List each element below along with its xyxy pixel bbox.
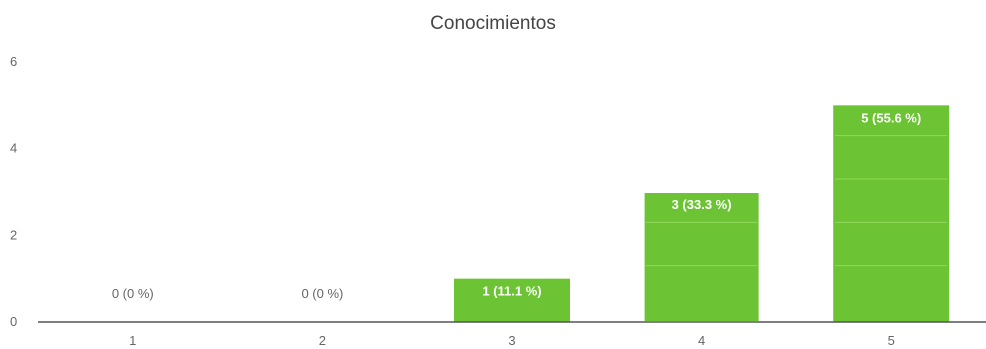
y-axis-labels: 0 2 4 6: [10, 54, 17, 329]
y-tick-label: 2: [10, 227, 17, 242]
chart-title: Conocimientos: [430, 13, 556, 34]
bars: 0 (0 %) 0 (0 %) 1 (11.1 %) 3 (33.3 %) 5 (55.…: [112, 105, 950, 323]
x-tick-label: 3: [508, 333, 515, 348]
bar: [642, 191, 761, 323]
bar: [454, 278, 570, 322]
x-tick-label: 1: [129, 333, 136, 348]
y-tick-label: 4: [10, 141, 17, 156]
x-axis-labels: 1 2 3 4 5: [129, 333, 895, 348]
y-tick-label: 0: [10, 314, 17, 329]
data-label: 1 (11.1 %): [482, 284, 541, 299]
data-label: 0 (0 %): [112, 286, 154, 301]
data-label: 5 (55.6 %): [861, 110, 921, 125]
data-label: 0 (0 %): [301, 286, 343, 301]
x-tick-label: 5: [888, 333, 895, 348]
bar: [833, 105, 950, 322]
x-tick-label: 4: [698, 333, 705, 348]
data-label: 3 (33.3 %): [672, 197, 732, 212]
y-tick-label: 6: [10, 54, 17, 69]
x-tick-label: 2: [319, 333, 326, 348]
